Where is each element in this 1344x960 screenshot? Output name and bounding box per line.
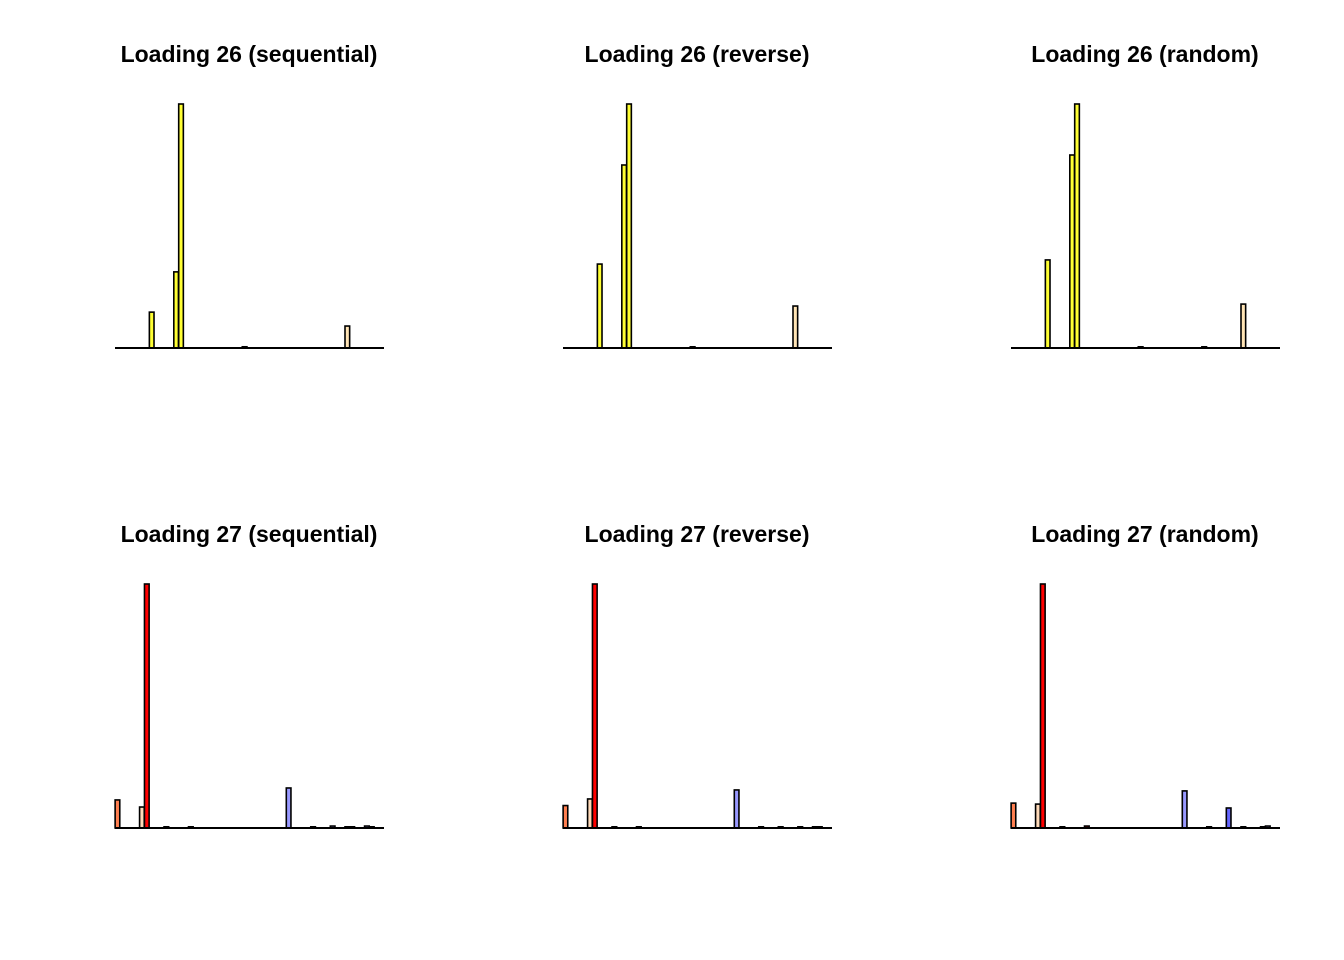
panel-6-bar-44 xyxy=(1225,807,1232,829)
panel-2-bar-47 xyxy=(792,305,799,349)
panel-5-bar-6 xyxy=(591,583,598,829)
panel-3-bar-13 xyxy=(1073,103,1081,349)
panel-3-bars xyxy=(1044,103,1247,349)
panel-4-bar-0 xyxy=(114,799,121,829)
panel-6-bar-0 xyxy=(1010,802,1017,829)
panel-3-title: Loading 26 (random) xyxy=(1031,41,1258,67)
panel-3-bar-12 xyxy=(1069,154,1076,349)
panel-2-title: Loading 26 (reverse) xyxy=(585,41,810,67)
panel-1-bar-7 xyxy=(148,311,155,349)
panel-1-bar-47 xyxy=(344,325,351,349)
panel-1-bar-12 xyxy=(173,271,180,349)
panel-2-bars xyxy=(596,103,799,349)
panel-6-bar-6 xyxy=(1039,583,1046,829)
panel-4-bar-6 xyxy=(143,583,150,829)
panel-6-bar-35 xyxy=(1181,790,1188,829)
panel-3-bar-47 xyxy=(1240,303,1247,349)
panel-5-bar-5 xyxy=(586,798,594,829)
panel-4-bar-5 xyxy=(138,806,146,829)
panel-6-title: Loading 27 (random) xyxy=(1031,521,1258,547)
panel-5-bars xyxy=(562,583,823,829)
panel-1-title: Loading 26 (sequential) xyxy=(121,41,378,67)
panel-1-bars xyxy=(148,103,351,349)
panel-5-title: Loading 27 (reverse) xyxy=(585,521,810,547)
panel-1-bar-13 xyxy=(177,103,185,349)
panel-6-bars xyxy=(1010,583,1271,829)
panel-2-bar-7 xyxy=(596,263,603,349)
panel-5-bar-35 xyxy=(733,789,740,829)
panel-4-bar-35 xyxy=(285,787,292,829)
panel-2-bar-12 xyxy=(621,164,628,349)
panel-3-bar-7 xyxy=(1044,259,1051,349)
panel-5-bar-0 xyxy=(562,804,569,829)
panel-4-title: Loading 27 (sequential) xyxy=(121,521,378,547)
panel-4-bars xyxy=(114,583,375,829)
panel-6-bar-5 xyxy=(1034,803,1042,829)
panel-2-bar-13 xyxy=(625,103,633,349)
